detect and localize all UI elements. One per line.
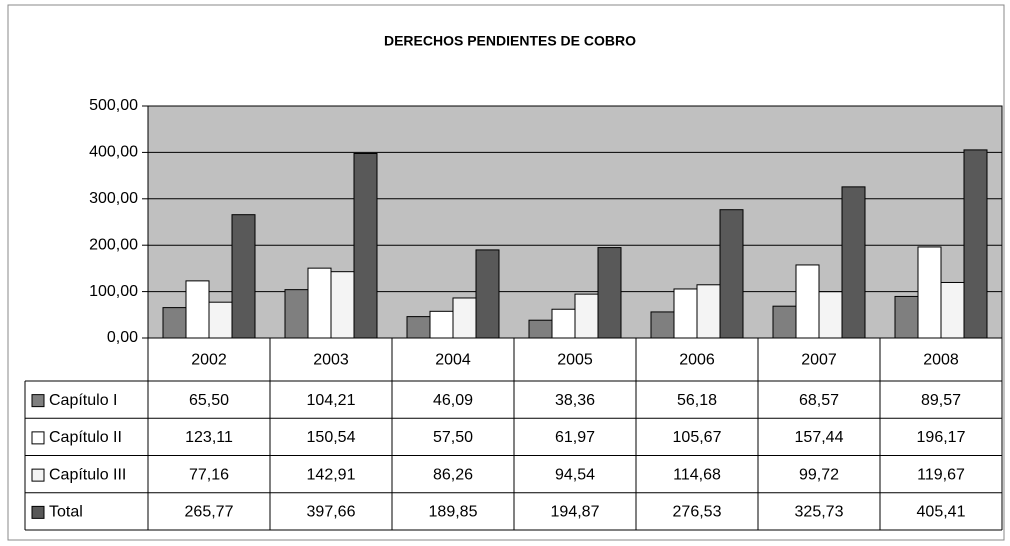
- bar: [963, 149, 988, 339]
- x-tick-label: 2008: [923, 352, 959, 369]
- table-value: 142,91: [307, 466, 356, 483]
- table-value: 38,36: [555, 392, 595, 409]
- bar: [841, 186, 866, 339]
- x-tick-label: 2002: [191, 352, 227, 369]
- table-value: 150,54: [307, 429, 356, 446]
- bar: [330, 271, 355, 339]
- bar: [795, 264, 820, 339]
- bar: [284, 289, 309, 339]
- table-value: 405,41: [917, 504, 966, 521]
- bar: [162, 307, 187, 339]
- bar: [673, 288, 698, 339]
- table-value: 196,17: [917, 429, 966, 446]
- table-value: 265,77: [185, 504, 234, 521]
- y-tick-label: 500,00: [89, 97, 138, 114]
- bar: [650, 311, 675, 339]
- bar: [894, 295, 919, 339]
- table-value: 157,44: [795, 429, 844, 446]
- legend-swatch: [31, 394, 45, 408]
- y-tick-label: 300,00: [89, 190, 138, 207]
- bar: [406, 316, 431, 339]
- bar: [574, 293, 599, 339]
- legend-swatch: [31, 431, 45, 445]
- y-tick-label: 200,00: [89, 236, 138, 253]
- table-value: 65,50: [189, 392, 229, 409]
- table-value: 99,72: [799, 466, 839, 483]
- table-value: 57,50: [433, 429, 473, 446]
- table-value: 61,97: [555, 429, 595, 446]
- x-tick-label: 2005: [557, 352, 593, 369]
- table-value: 94,54: [555, 466, 595, 483]
- legend-swatch: [31, 468, 45, 482]
- bar: [231, 214, 256, 339]
- legend-label: Capítulo III: [49, 466, 126, 483]
- table-value: 123,11: [185, 429, 233, 446]
- table-value: 114,68: [673, 466, 721, 483]
- x-tick-label: 2003: [313, 352, 349, 369]
- bar: [429, 310, 454, 339]
- bar: [597, 247, 622, 339]
- table-value: 46,09: [433, 392, 473, 409]
- y-tick-label: 100,00: [89, 283, 138, 300]
- bar: [452, 297, 477, 339]
- table-value: 77,16: [189, 466, 229, 483]
- table-value: 194,87: [551, 504, 600, 521]
- table-value: 276,53: [673, 504, 722, 521]
- legend-swatch: [31, 505, 45, 519]
- bar: [475, 249, 500, 339]
- bar: [528, 319, 553, 339]
- legend-label: Capítulo II: [49, 429, 122, 446]
- x-tick-label: 2004: [435, 352, 471, 369]
- bar: [208, 301, 233, 339]
- table-value: 119,67: [917, 466, 965, 483]
- chart-title: DERECHOS PENDIENTES DE COBRO: [384, 33, 636, 49]
- bar: [772, 305, 797, 339]
- bar: [940, 281, 965, 339]
- bar: [696, 284, 721, 339]
- y-tick-label: 400,00: [89, 144, 138, 161]
- table-value: 86,26: [433, 466, 473, 483]
- table-value: 105,67: [673, 429, 722, 446]
- legend-label: Capítulo I: [49, 392, 117, 409]
- bar: [551, 308, 576, 339]
- table-value: 325,73: [795, 504, 844, 521]
- x-tick-label: 2007: [801, 352, 837, 369]
- legend-label: Total: [49, 504, 83, 521]
- table-value: 68,57: [799, 392, 839, 409]
- table-value: 189,85: [429, 504, 478, 521]
- bar: [917, 246, 942, 339]
- x-tick-label: 2006: [679, 352, 715, 369]
- bar: [719, 209, 744, 339]
- y-tick-label: 0,00: [107, 329, 138, 346]
- table-value: 56,18: [677, 392, 717, 409]
- table-value: 397,66: [307, 504, 356, 521]
- table-value: 104,21: [307, 392, 356, 409]
- bar: [185, 280, 210, 339]
- bar: [353, 152, 378, 339]
- table-value: 89,57: [921, 392, 961, 409]
- bar: [818, 291, 843, 339]
- bar: [307, 267, 332, 339]
